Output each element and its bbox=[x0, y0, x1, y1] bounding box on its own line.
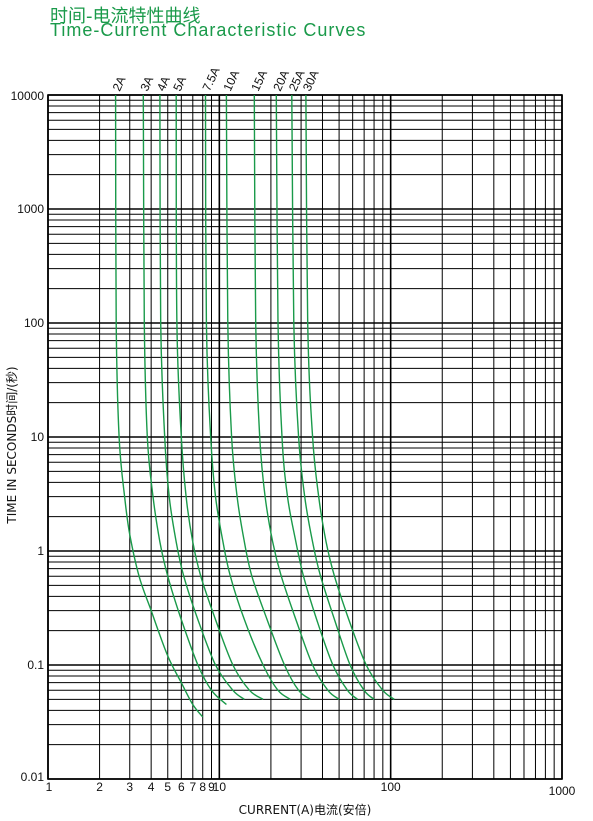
curve-4A bbox=[160, 95, 245, 699]
x-tick-label: 7 bbox=[189, 780, 196, 794]
curve-10A bbox=[226, 95, 310, 699]
curve-label: 4A bbox=[154, 74, 173, 93]
curve-label: 10A bbox=[220, 68, 242, 93]
x-tick-label: 10 bbox=[213, 780, 227, 794]
curve-label: 7.5A bbox=[199, 65, 222, 93]
x-tick-label: 6 bbox=[178, 780, 185, 794]
x-tick-label: 3 bbox=[126, 780, 133, 794]
x-tick-label: 1000 bbox=[549, 784, 576, 798]
y-tick-label: 0.1 bbox=[27, 658, 44, 672]
x-tick-label: 5 bbox=[164, 780, 171, 794]
curve-label: 5A bbox=[170, 74, 189, 93]
y-tick-label: 10000 bbox=[11, 89, 45, 103]
x-tick-labels: 1 2 3 4 5 6 7 8 910 100 1000 bbox=[46, 780, 576, 798]
y-tick-label: 100 bbox=[24, 316, 44, 330]
x-tick-label: 2 bbox=[96, 780, 103, 794]
x-tick-label: 4 bbox=[148, 780, 155, 794]
y-tick-label: 0.01 bbox=[21, 770, 45, 784]
y-tick-label: 1 bbox=[37, 544, 44, 558]
curve-25A bbox=[292, 95, 374, 699]
grid-lines bbox=[48, 95, 562, 779]
y-tick-label: 10 bbox=[31, 430, 45, 444]
curve-3A bbox=[143, 95, 226, 705]
y-axis-label: TIME IN SECONDS时间/(秒) bbox=[5, 366, 19, 524]
curve-30A bbox=[306, 95, 394, 699]
curve-2A bbox=[116, 95, 203, 717]
curve-label: 15A bbox=[248, 68, 270, 93]
x-tick-label: 100 bbox=[381, 780, 401, 794]
curve-label: 2A bbox=[110, 74, 129, 93]
x-axis-label: CURRENT(A)电流(安倍) bbox=[239, 802, 372, 817]
curve-label: 3A bbox=[137, 74, 156, 93]
curve-label: 30A bbox=[300, 68, 322, 93]
x-tick-label: 8 bbox=[199, 780, 206, 794]
y-tick-label: 1000 bbox=[17, 202, 44, 216]
curve-7.5A bbox=[206, 95, 291, 699]
x-tick-label: 1 bbox=[46, 780, 53, 794]
